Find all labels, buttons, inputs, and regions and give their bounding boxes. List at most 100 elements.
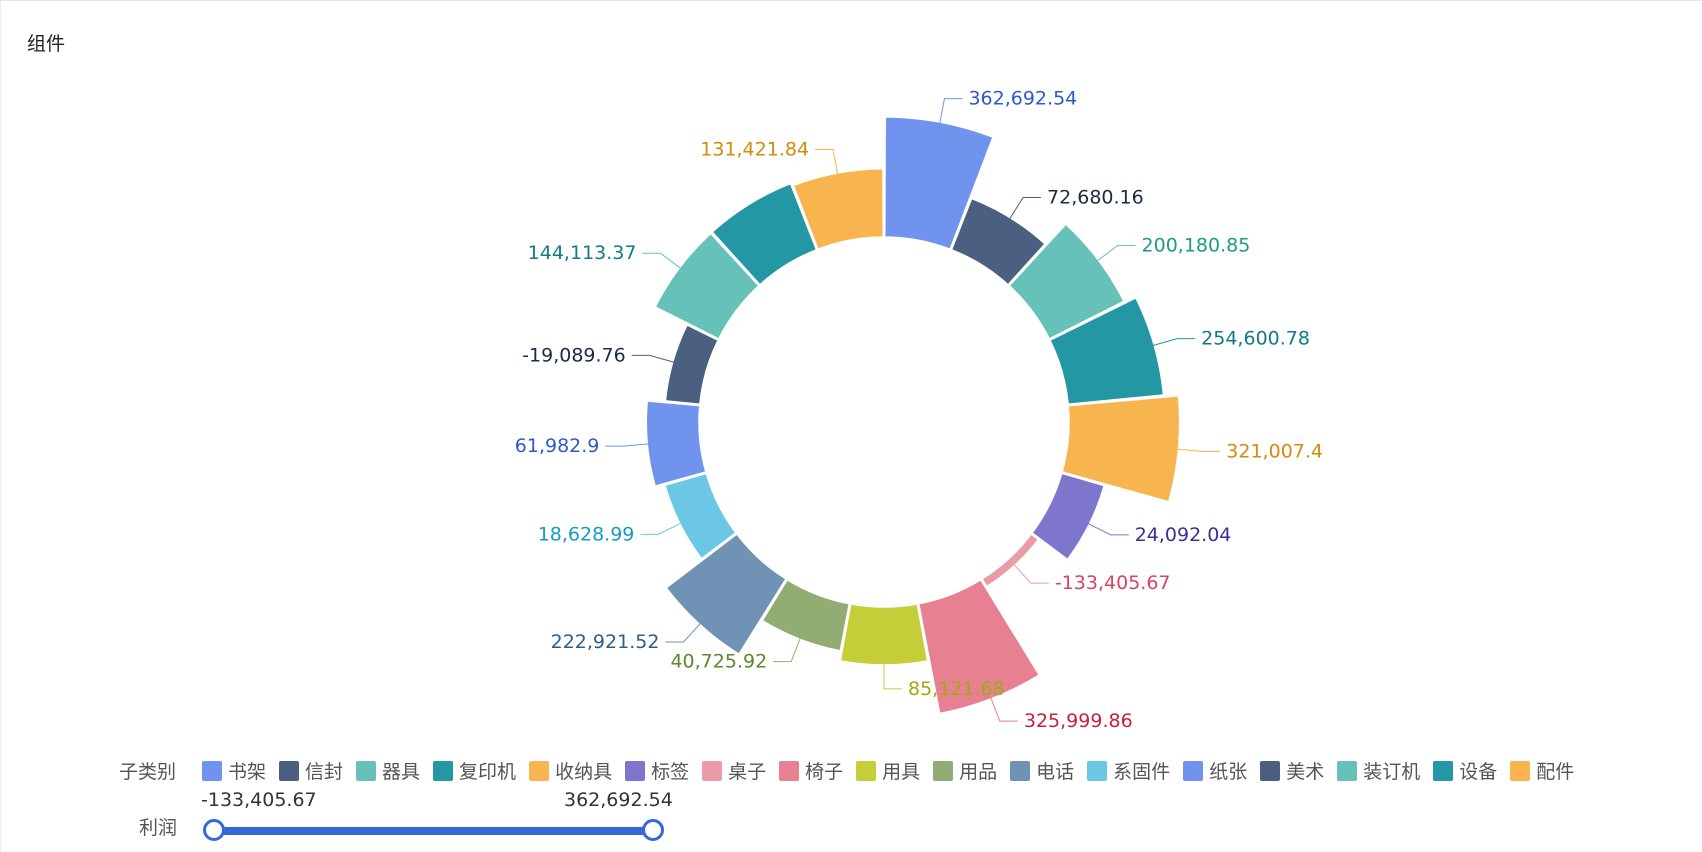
legend-item[interactable]: 设备 (1433, 757, 1497, 784)
slice[interactable] (665, 533, 788, 656)
legend-swatch (1337, 760, 1358, 781)
legend-swatch (1087, 760, 1108, 781)
legend-swatch (1260, 760, 1281, 781)
legend-label: 配件 (1536, 761, 1575, 783)
slice-label-line (989, 694, 1018, 722)
slice[interactable] (664, 323, 720, 406)
range-max-handle[interactable] (642, 819, 664, 841)
slice-data-label: 362,692.54 (968, 88, 1077, 110)
slice[interactable] (1008, 223, 1125, 340)
slice[interactable] (792, 167, 885, 251)
slice-data-label: 24,092.04 (1135, 524, 1232, 546)
slice-label-line (631, 354, 677, 364)
legend-item[interactable]: 美术 (1260, 757, 1324, 784)
slice-label-line (605, 443, 652, 447)
slice[interactable] (711, 182, 818, 286)
slice-data-label: 61,982.9 (515, 435, 600, 457)
legend-swatch (202, 760, 222, 781)
range-filter-title: 利润 (139, 817, 178, 839)
legend-swatch (1510, 760, 1531, 781)
legend-item[interactable]: 椅子 (779, 757, 843, 784)
legend-item[interactable]: 信封 (279, 757, 343, 784)
slice-label-line (773, 635, 802, 663)
legend-items: 书架 信封 器具 复印机 收纳具 标签 桌子 椅子 用具 用品 电话 系固件 纸张 美术 装订机 设备 配件 (202, 757, 1587, 784)
slice-data-label: 131,421.84 (700, 138, 809, 160)
slice-label-line (1174, 448, 1221, 452)
legend-label: 桌子 (728, 761, 767, 783)
legend-swatch (1010, 760, 1031, 781)
slice[interactable] (645, 400, 707, 488)
legend-item[interactable]: 系固件 (1087, 757, 1170, 784)
legend-item[interactable]: 电话 (1010, 757, 1074, 784)
legend-swatch (529, 760, 550, 781)
legend-label: 信封 (305, 761, 344, 783)
range-filter: 利润 -133,405.67 362,692.54 (1, 789, 1702, 849)
legend-label: 装订机 (1363, 761, 1421, 783)
legend-label: 用具 (882, 761, 921, 783)
slice-data-label: 325,999.86 (1024, 710, 1133, 732)
slice-label-line (1007, 196, 1042, 222)
slice-label-line (1085, 521, 1129, 536)
slice[interactable] (917, 578, 1041, 715)
legend-swatch (279, 760, 300, 781)
slice-data-label: 18,628.99 (538, 523, 635, 545)
legend-item[interactable]: 书架 (202, 757, 266, 784)
legend-item[interactable]: 收纳具 (529, 757, 612, 784)
legend-item[interactable]: 桌子 (702, 757, 766, 784)
legend-label: 系固件 (1113, 761, 1171, 783)
slice-label-line (640, 521, 684, 535)
legend-item[interactable]: 复印机 (433, 757, 516, 784)
range-max-label: 362,692.54 (564, 789, 673, 811)
slice-data-label: 40,725.92 (670, 651, 767, 673)
legend-item[interactable]: 用品 (933, 757, 997, 784)
legend-label: 椅子 (805, 761, 844, 783)
slice[interactable] (1031, 472, 1106, 561)
legend-item[interactable]: 配件 (1510, 757, 1574, 784)
slice[interactable] (664, 472, 737, 560)
legend-label: 标签 (651, 761, 690, 783)
rose-donut-chart: 362,692.54 72,680.16 200,180.85 254,600.78 3… (515, 88, 1323, 733)
slice-data-label: 85,121.68 (908, 678, 1005, 700)
legend-label: 美术 (1286, 761, 1325, 783)
legend-label: 设备 (1459, 761, 1498, 783)
legend-label: 器具 (382, 761, 421, 783)
legend-item[interactable]: 用具 (856, 757, 920, 784)
legend-item[interactable]: 装订机 (1337, 757, 1420, 784)
legend-item[interactable]: 标签 (625, 757, 689, 784)
slice-data-label: 222,921.52 (551, 631, 660, 653)
panel-title: 组件 (27, 33, 66, 55)
slice[interactable] (1048, 296, 1165, 406)
legend-label: 电话 (1036, 761, 1075, 783)
slice-label-line (642, 252, 684, 271)
slice[interactable] (1061, 395, 1181, 503)
slice[interactable] (839, 603, 929, 666)
legend-swatch (779, 760, 800, 781)
slice-label-line (1094, 245, 1136, 263)
legend-swatch (625, 760, 646, 781)
legend-swatch (856, 760, 877, 781)
legend-item[interactable]: 器具 (356, 757, 420, 784)
range-slider-track[interactable] (213, 827, 653, 835)
legend-label: 复印机 (459, 761, 517, 783)
slice-label-line (1011, 562, 1049, 584)
slice[interactable] (883, 116, 995, 251)
slice[interactable] (654, 232, 760, 340)
slice-label-line (938, 98, 963, 127)
slice[interactable] (980, 533, 1040, 588)
legend-item[interactable]: 纸张 (1183, 757, 1247, 784)
legend-swatch (356, 760, 377, 781)
legend-label: 书架 (228, 761, 267, 783)
slice[interactable] (761, 578, 851, 652)
range-min-handle[interactable] (203, 819, 225, 841)
legend-label: 收纳具 (555, 761, 613, 783)
legend-label: 用品 (959, 761, 998, 783)
legend-swatch (433, 760, 454, 781)
range-min-label: -133,405.67 (201, 789, 317, 811)
legend-swatch (1183, 760, 1204, 781)
legend: 子类别 书架 信封 器具 复印机 收纳具 标签 桌子 椅子 用具 用品 电话 系固件 纸张 美术 装订机 设备… (1, 753, 1702, 787)
slice-data-label: 72,680.16 (1047, 186, 1144, 208)
slice[interactable] (950, 197, 1047, 286)
legend-swatch (933, 760, 954, 781)
legend-title: 子类别 (119, 761, 177, 783)
